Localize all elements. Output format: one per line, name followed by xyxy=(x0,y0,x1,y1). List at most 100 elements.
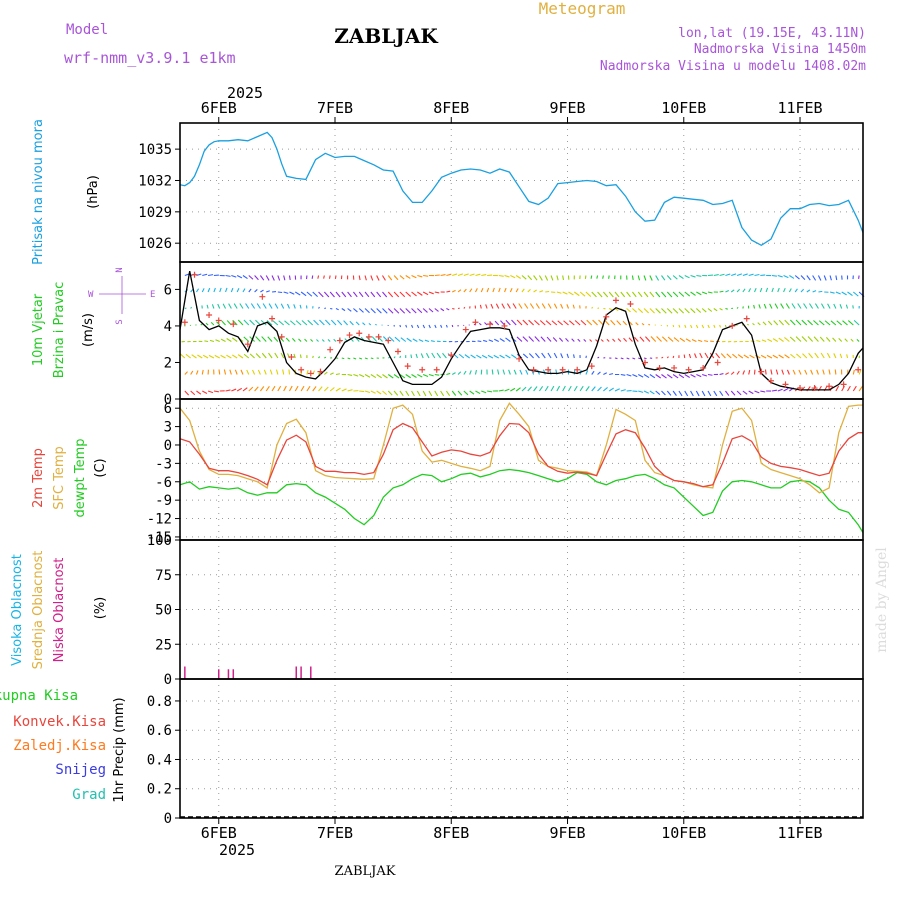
wind-arrow xyxy=(527,288,531,293)
wind-arrow xyxy=(690,324,693,329)
wind-arrow xyxy=(637,275,641,281)
wind-arrow xyxy=(411,374,417,378)
wind-arrow xyxy=(508,369,511,375)
wind-arrow xyxy=(603,372,608,375)
wind-arrow xyxy=(483,339,488,343)
wind-arrow xyxy=(673,337,680,342)
wind-direction-arrows xyxy=(179,273,865,397)
wind-arrow xyxy=(539,320,546,326)
wind-arrow xyxy=(387,291,394,298)
wind-arrow xyxy=(406,337,412,342)
wind-arrow xyxy=(579,385,584,392)
gust-marker xyxy=(545,366,552,373)
wind-arrow xyxy=(568,291,574,296)
wind-arrow xyxy=(704,352,709,359)
wind-arrow xyxy=(661,308,667,314)
wind-arrow xyxy=(641,322,645,326)
wind-arrow xyxy=(757,322,761,326)
wind-arrow xyxy=(445,390,451,397)
wind-arrow xyxy=(632,308,638,313)
wind-arrow xyxy=(737,354,744,359)
wind-arrow xyxy=(263,369,267,375)
wind-arrow xyxy=(592,319,598,326)
wind-arrow xyxy=(399,275,405,280)
wind-arrow xyxy=(847,291,853,297)
wind-arrow xyxy=(535,303,540,309)
wind-arrow xyxy=(725,372,730,375)
wind-arrow xyxy=(334,275,337,279)
wind-arrow xyxy=(753,287,757,293)
wind-arrow xyxy=(204,340,209,343)
wind-arrow xyxy=(853,319,860,326)
wind-arrow xyxy=(205,322,209,326)
wind-arrow xyxy=(393,308,400,314)
wind-arrow xyxy=(376,374,382,379)
wind-arrow xyxy=(327,339,331,342)
wind-arrow xyxy=(250,303,256,309)
wind-arrow xyxy=(826,352,831,359)
y-tick-label: 0 xyxy=(164,811,172,827)
wind-arrow xyxy=(201,369,204,375)
wind-arrow xyxy=(417,374,423,378)
wind-arrow xyxy=(702,373,708,377)
wind-arrow xyxy=(538,385,544,392)
wind-arrow xyxy=(553,303,558,309)
wind-arrow xyxy=(655,291,661,298)
wind-arrow xyxy=(649,374,656,379)
wind-arrow xyxy=(814,352,819,359)
wind-arrow xyxy=(764,369,767,375)
wind-arrow xyxy=(731,273,737,277)
wind-arrow xyxy=(783,287,786,293)
wind-arrow xyxy=(428,390,433,397)
wind-arrow xyxy=(214,354,220,359)
wind-arrow xyxy=(813,320,819,326)
wind-arrow xyxy=(725,307,728,310)
wind-arrow xyxy=(835,275,838,281)
gust-marker xyxy=(743,315,750,322)
wind-arrow xyxy=(451,289,456,293)
wind-arrow xyxy=(571,338,575,342)
wind-arrow xyxy=(300,385,305,392)
wind-arrow xyxy=(846,354,849,359)
wind-arrow xyxy=(364,275,367,281)
wind-arrow xyxy=(323,291,330,298)
wind-arrow xyxy=(541,352,546,359)
wind-arrow xyxy=(572,304,575,309)
wind-arrow xyxy=(591,386,596,392)
wind-arrow xyxy=(637,308,644,314)
wind-arrow xyxy=(789,319,796,326)
wind-arrow xyxy=(328,275,331,279)
wind-arrow xyxy=(742,288,746,293)
wind-arrow xyxy=(806,275,811,281)
wind-arrow xyxy=(485,304,488,309)
wind-arrow xyxy=(463,273,469,277)
wind-arrow xyxy=(577,338,581,342)
wind-arrow xyxy=(509,288,513,293)
wind-arrow xyxy=(463,390,469,396)
wind-arrow xyxy=(672,291,679,298)
wind-arrow xyxy=(475,273,481,277)
wind-arrow xyxy=(399,324,402,328)
sfc-temp-title: SFC Temp xyxy=(52,446,67,510)
wind-arrow xyxy=(535,352,540,359)
wind-arrow xyxy=(707,390,712,397)
wind-arrow xyxy=(736,390,742,396)
wind-arrow xyxy=(225,274,231,277)
gust-marker xyxy=(767,377,774,384)
precip-legend: Ukupna Kisa Konvek.Kisa Zaledj.Kisa Snij… xyxy=(0,688,106,803)
wind-arrow xyxy=(240,369,244,375)
wind-arrow xyxy=(690,390,694,397)
panel-frame-pressure xyxy=(179,122,864,263)
wind-arrow xyxy=(649,291,655,298)
wind-arrow xyxy=(798,369,802,375)
wind-arrow xyxy=(257,369,261,375)
wind-arrow xyxy=(248,386,254,392)
wind-arrow xyxy=(246,369,250,375)
top-day-label: 7FEB xyxy=(317,99,353,117)
wind-arrow xyxy=(312,355,314,359)
wind-arrow xyxy=(695,324,699,329)
wind-arrow xyxy=(440,273,446,277)
wind-arrow xyxy=(528,319,534,326)
wind-arrow xyxy=(225,287,228,293)
wind-arrow xyxy=(393,374,400,379)
